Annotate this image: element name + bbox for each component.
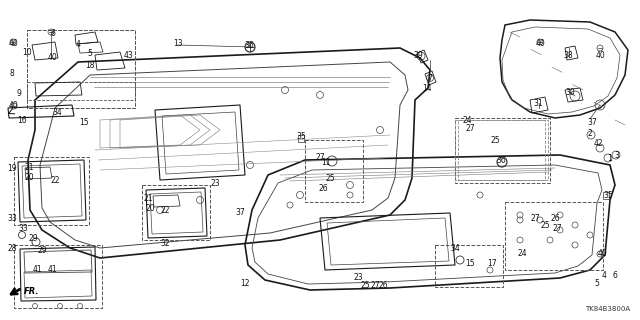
Text: 42: 42 [593, 139, 603, 148]
Text: 23: 23 [353, 274, 363, 283]
Text: 40: 40 [596, 51, 606, 60]
Text: 29: 29 [37, 245, 47, 254]
Text: 25: 25 [490, 135, 500, 145]
Text: 39: 39 [413, 51, 423, 60]
Text: 5: 5 [595, 278, 600, 287]
Text: 30: 30 [565, 87, 575, 97]
Text: 24: 24 [462, 116, 472, 124]
Text: 25: 25 [325, 173, 335, 182]
Text: 15: 15 [465, 259, 475, 268]
Text: 5: 5 [88, 49, 92, 58]
Text: 28: 28 [7, 244, 17, 252]
Text: 37: 37 [587, 117, 597, 126]
Text: 32: 32 [160, 238, 170, 247]
Text: 7: 7 [428, 74, 433, 83]
Text: 14: 14 [422, 84, 432, 92]
Text: 19: 19 [7, 164, 17, 172]
Text: 25: 25 [540, 220, 550, 229]
Text: 1: 1 [607, 154, 612, 163]
Bar [14, 245, 102, 308]
Text: 11: 11 [321, 157, 331, 166]
Text: FR.: FR. [24, 286, 40, 295]
Bar [27, 30, 135, 108]
Text: 34: 34 [52, 108, 62, 116]
Text: 35: 35 [603, 190, 613, 199]
Text: 20: 20 [145, 204, 155, 212]
Text: 13: 13 [173, 38, 183, 47]
Text: 20: 20 [24, 172, 34, 181]
Text: 40: 40 [8, 100, 18, 109]
Text: 27: 27 [465, 124, 475, 132]
Text: 41: 41 [47, 266, 57, 275]
Text: 35: 35 [296, 132, 306, 140]
Text: 21: 21 [24, 163, 34, 172]
Text: 33: 33 [18, 223, 28, 233]
Text: 37: 37 [235, 207, 245, 217]
Text: TK84B3800A: TK84B3800A [585, 306, 630, 312]
Text: 6: 6 [612, 270, 618, 279]
Text: 16: 16 [17, 116, 27, 124]
Text: 41: 41 [32, 266, 42, 275]
Bar [14, 157, 89, 225]
Text: 24: 24 [517, 249, 527, 258]
Text: 40: 40 [47, 52, 57, 61]
Bar [458, 120, 548, 180]
Text: 27: 27 [530, 213, 540, 222]
Bar [142, 185, 210, 240]
Text: 38: 38 [563, 51, 573, 60]
Text: 23: 23 [210, 179, 220, 188]
Text: 43: 43 [123, 51, 133, 60]
Text: 2: 2 [588, 129, 593, 138]
Text: 33: 33 [7, 213, 17, 222]
Text: 21: 21 [143, 194, 153, 203]
Text: 22: 22 [160, 205, 170, 214]
Text: 27: 27 [370, 281, 380, 290]
Text: 9: 9 [17, 89, 21, 98]
Bar [305, 140, 363, 202]
Text: 18: 18 [85, 60, 95, 69]
Text: 25: 25 [360, 281, 370, 290]
Text: 8: 8 [10, 68, 14, 77]
Bar [27, 82, 135, 100]
Text: 26: 26 [318, 183, 328, 193]
Text: 34: 34 [450, 244, 460, 252]
Bar [435, 245, 503, 287]
Text: 40: 40 [598, 249, 608, 258]
Text: 29: 29 [28, 234, 38, 243]
Text: 22: 22 [51, 175, 60, 185]
Text: 4: 4 [602, 270, 607, 279]
Text: 36: 36 [496, 156, 506, 164]
Text: 26: 26 [550, 213, 560, 222]
Text: 40: 40 [8, 38, 18, 47]
Text: 26: 26 [378, 281, 388, 290]
Text: 10: 10 [22, 47, 32, 57]
Text: 31: 31 [533, 99, 543, 108]
Text: 15: 15 [79, 117, 89, 126]
Text: 27: 27 [315, 153, 325, 162]
Bar [27, 30, 135, 108]
Bar [505, 202, 603, 270]
Text: 6: 6 [51, 28, 56, 37]
Bar [455, 120, 545, 180]
Text: 40: 40 [535, 38, 545, 47]
Text: 36: 36 [244, 41, 254, 50]
Text: 4: 4 [76, 39, 81, 49]
Text: 12: 12 [240, 278, 250, 287]
Text: 3: 3 [614, 150, 620, 159]
Text: 27: 27 [552, 223, 562, 233]
Text: 17: 17 [487, 259, 497, 268]
Bar [455, 118, 550, 183]
